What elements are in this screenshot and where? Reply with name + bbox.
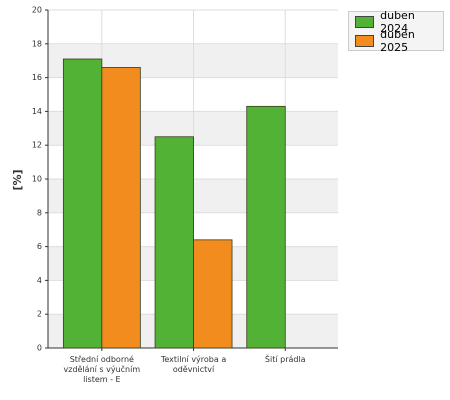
bar bbox=[62, 58, 103, 349]
legend: duben 2024 duben 2025 bbox=[348, 9, 444, 54]
legend-item: duben 2025 bbox=[349, 28, 443, 54]
bar bbox=[154, 136, 194, 349]
y-axis-label: [%] bbox=[11, 169, 24, 190]
legend-label: duben 2024 bbox=[380, 8, 415, 35]
y-tick-label: 4 bbox=[37, 276, 42, 285]
y-tick-label: 14 bbox=[32, 107, 42, 116]
bar bbox=[193, 239, 233, 349]
y-tick-label: 8 bbox=[37, 208, 42, 217]
y-tick-label: 18 bbox=[32, 39, 42, 48]
legend-label: duben 2025 bbox=[380, 27, 415, 54]
y-tick-label: 10 bbox=[32, 175, 42, 184]
y-tick-label: 16 bbox=[32, 73, 42, 82]
y-tick-label: 12 bbox=[32, 141, 42, 150]
x-tick-label: Šití prádla bbox=[264, 355, 306, 364]
y-tick-label: 20 bbox=[32, 6, 42, 15]
x-tick-label: Textilní výroba a oděvnictví bbox=[160, 355, 227, 374]
legend-swatch bbox=[355, 15, 375, 28]
x-tick-label: Střední odborné vzdělání s výučním liste… bbox=[63, 355, 141, 384]
y-tick-label: 0 bbox=[37, 344, 42, 353]
bar bbox=[101, 67, 141, 349]
legend-swatch bbox=[355, 34, 375, 47]
bar bbox=[246, 105, 286, 349]
legend-item: duben 2024 bbox=[349, 9, 443, 35]
y-tick-label: 2 bbox=[37, 310, 42, 319]
y-tick-label: 6 bbox=[37, 242, 42, 251]
